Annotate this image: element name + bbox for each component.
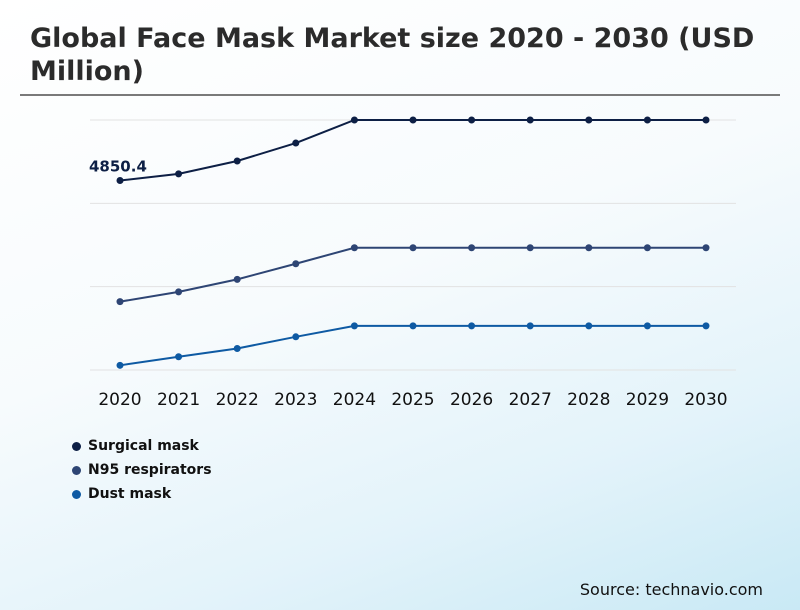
x-tick-label: 2027: [509, 390, 552, 410]
data-point-surgical-mask: [702, 116, 710, 124]
x-tick-label: 2026: [450, 390, 493, 410]
data-point-surgical-mask: [643, 116, 651, 124]
data-point-surgical-mask: [350, 116, 358, 124]
data-point-dust-mask: [233, 345, 241, 353]
x-tick-label: 2029: [626, 390, 669, 410]
legend-label: Dust mask: [88, 486, 172, 502]
data-point-dust-mask: [468, 322, 476, 330]
legend-label: N95 respirators: [88, 462, 212, 478]
legend-label: Surgical mask: [88, 438, 199, 454]
source-note: Source: technavio.com: [579, 580, 763, 599]
data-point-n95-respirators: [292, 260, 300, 268]
data-point-dust-mask: [292, 333, 300, 341]
x-tick-label: 2021: [157, 390, 200, 410]
data-point-n95-respirators: [175, 288, 183, 296]
legend-item: N95 respirators: [72, 458, 212, 482]
series-line-surgical-mask: [119, 119, 706, 182]
data-point-dust-mask: [175, 353, 183, 361]
data-point-n95-respirators: [643, 244, 651, 252]
x-tick-label: 2022: [216, 390, 259, 410]
legend-marker: [72, 441, 81, 451]
data-point-dust-mask: [643, 322, 651, 330]
data-point-surgical-mask: [526, 116, 534, 124]
data-point-surgical-mask: [116, 177, 124, 185]
data-point-n95-respirators: [116, 298, 124, 306]
legend-item: Dust mask: [72, 482, 212, 506]
series-line-dust-mask: [119, 324, 706, 367]
data-point-dust-mask: [526, 322, 534, 330]
data-point-dust-mask: [585, 322, 593, 330]
data-point-n95-respirators: [585, 244, 593, 252]
data-point-n95-respirators: [526, 244, 534, 252]
data-point-dust-mask: [702, 322, 710, 330]
data-point-n95-respirators: [409, 244, 417, 252]
data-point-dust-mask: [409, 322, 417, 330]
data-point-surgical-mask: [233, 157, 241, 165]
x-tick-label: 2030: [684, 390, 727, 410]
data-point-surgical-mask: [292, 139, 300, 147]
x-tick-label: 2023: [274, 390, 317, 410]
data-point-n95-respirators: [702, 244, 710, 252]
x-tick-label: 2024: [333, 390, 376, 410]
title-divider: [20, 94, 780, 96]
legend-item: Surgical mask: [72, 434, 212, 458]
data-point-n95-respirators: [468, 244, 476, 252]
x-tick-label: 2020: [98, 390, 141, 410]
data-point-dust-mask: [116, 361, 124, 369]
data-point-surgical-mask: [468, 116, 476, 124]
x-tick-label: 2025: [391, 390, 434, 410]
data-point-surgical-mask: [585, 116, 593, 124]
data-label: 4850.4: [89, 158, 147, 176]
data-point-surgical-mask: [175, 170, 183, 178]
legend-marker: [72, 465, 81, 475]
data-point-n95-respirators: [233, 275, 241, 283]
data-point-dust-mask: [350, 322, 358, 330]
data-point-surgical-mask: [409, 116, 417, 124]
series-line-n95-respirators: [119, 246, 706, 303]
chart-legend: Surgical mask N95 respirators Dust mask: [72, 434, 212, 506]
x-tick-label: 2028: [567, 390, 610, 410]
chart-title: Global Face Mask Market size 2020 - 2030…: [30, 23, 755, 87]
data-point-n95-respirators: [350, 244, 358, 252]
legend-marker: [72, 489, 81, 499]
